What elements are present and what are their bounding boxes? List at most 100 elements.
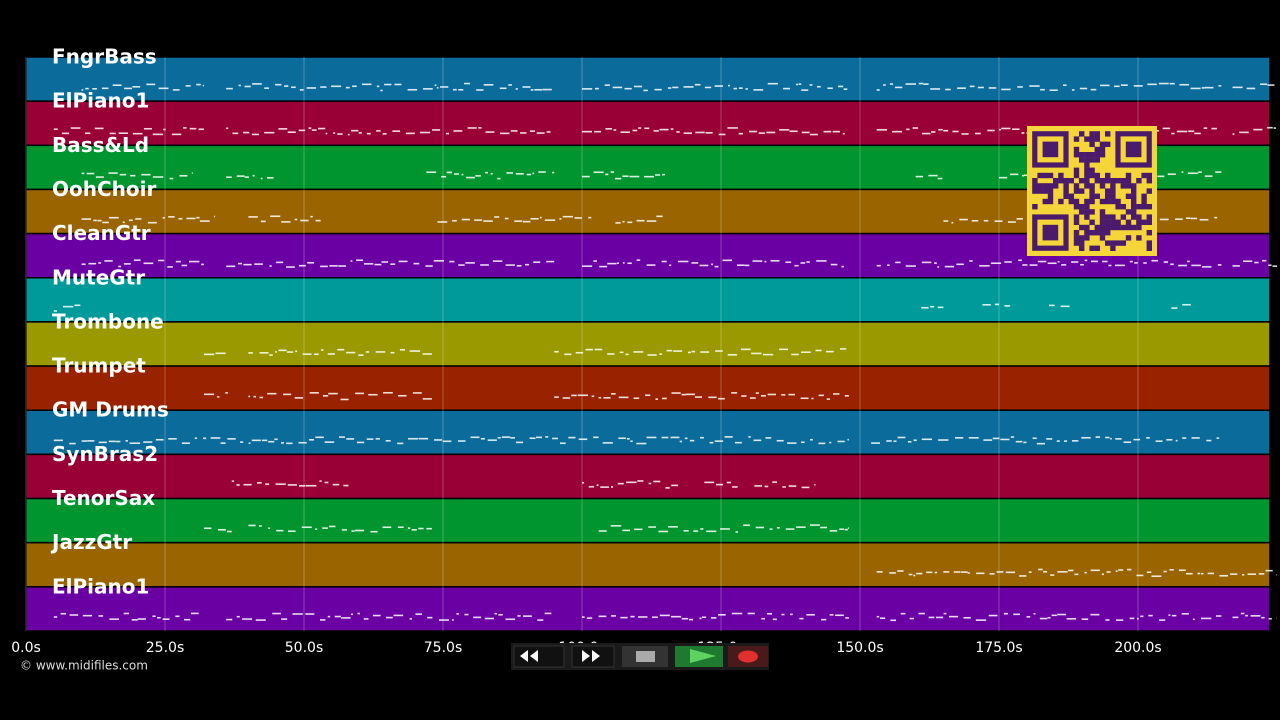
qr-cell (1079, 178, 1085, 184)
forward-button[interactable] (571, 645, 615, 668)
qr-cell (1146, 219, 1152, 225)
qr-cell (1146, 214, 1152, 220)
qr-cell (1125, 224, 1132, 231)
qr-cell (1032, 204, 1038, 210)
qr-cell (1146, 245, 1152, 251)
record-button[interactable] (728, 646, 768, 667)
qr-cell (1094, 224, 1100, 231)
track-row (25, 453, 1271, 500)
qr-cell (1058, 198, 1064, 205)
qr-cell (1094, 193, 1100, 199)
qr-cell (1099, 146, 1106, 153)
qr-cell (1063, 183, 1069, 189)
track-row (25, 277, 1271, 323)
qr-cell (1089, 167, 1095, 173)
rewind-button[interactable] (513, 645, 565, 668)
qr-cell (1146, 240, 1152, 246)
qr-cell (1079, 204, 1085, 210)
qr-cell (1073, 235, 1080, 241)
qr-cell (1110, 214, 1116, 220)
qr-cell (1105, 141, 1111, 147)
qr-cell (1146, 204, 1152, 210)
track-name: ElPiano1 (52, 89, 149, 113)
track-name: GM Drums (52, 398, 169, 422)
qr-cell (1099, 178, 1106, 184)
qr-cell (1115, 240, 1121, 246)
qr-cell (1084, 209, 1090, 215)
play-button[interactable] (675, 646, 723, 667)
qr-cell (1079, 240, 1085, 246)
time-label: 200.0s (1114, 640, 1161, 656)
qr-cell (1131, 204, 1137, 210)
qr-cell (1047, 172, 1054, 179)
stop-button[interactable] (622, 646, 668, 667)
qr-cell (1125, 209, 1132, 215)
qr-cell (1099, 235, 1106, 241)
qr-finder (1042, 224, 1059, 241)
qr-cell (1125, 183, 1132, 189)
qr-cell (1089, 172, 1095, 179)
qr-cell (1094, 230, 1100, 236)
qr-cell (1141, 198, 1147, 205)
qr-cell (1068, 193, 1074, 199)
time-label: 75.0s (424, 640, 462, 656)
qr-cell (1063, 188, 1069, 194)
qr-cell (1105, 224, 1111, 231)
qr-cell (1063, 193, 1069, 199)
qr-cell (1136, 224, 1142, 231)
qr-cell (1073, 204, 1080, 210)
qr-cell (1131, 183, 1137, 189)
qr-cell (1110, 224, 1116, 231)
qr-cell (1136, 178, 1142, 184)
qr-cell (1084, 157, 1090, 163)
qr-cell (1089, 157, 1095, 163)
qr-cell (1058, 172, 1064, 179)
qr-finder (1032, 214, 1069, 251)
track-name: OohChoir (52, 177, 156, 201)
time-label: 0.0s (11, 640, 41, 656)
qr-cell (1105, 219, 1111, 225)
qr-cell (1084, 162, 1090, 168)
qr-cell (1047, 188, 1054, 194)
qr-cell (1146, 188, 1152, 194)
qr-cell (1120, 204, 1126, 210)
qr-cell (1146, 178, 1152, 184)
track-name: Trumpet (52, 354, 146, 378)
qr-cell (1105, 178, 1111, 184)
qr-cell (1094, 131, 1100, 137)
qr-finder (1042, 141, 1059, 158)
qr-cell (1094, 146, 1100, 153)
qr-cell (1099, 230, 1106, 236)
qr-cell (1084, 167, 1090, 173)
qr-cell (1073, 152, 1080, 158)
qr-cell (1120, 214, 1126, 220)
qr-cell (1131, 193, 1137, 199)
qr-cell (1146, 230, 1152, 236)
qr-cell (1110, 193, 1116, 199)
qr-cell (1053, 183, 1059, 189)
qr-cell (1042, 188, 1048, 194)
qr-cell (1131, 188, 1137, 194)
track-name: MuteGtr (52, 265, 145, 289)
qr-cell (1073, 146, 1080, 153)
qr-cell (1105, 193, 1111, 199)
qr-cell (1089, 219, 1095, 225)
qr-cell (1136, 219, 1142, 225)
time-label: 150.0s (836, 640, 883, 656)
transport-controls (511, 643, 769, 670)
qr-cell (1079, 224, 1085, 231)
qr-code (1027, 126, 1157, 256)
qr-cell (1146, 172, 1152, 179)
qr-cell (1125, 219, 1132, 225)
qr-cell (1079, 152, 1085, 158)
qr-cell (1079, 131, 1085, 137)
qr-cell (1042, 198, 1048, 205)
qr-cell (1120, 224, 1126, 231)
qr-cell (1099, 209, 1106, 215)
qr-cell (1099, 214, 1106, 220)
qr-cell (1089, 245, 1095, 251)
qr-cell (1094, 136, 1100, 142)
qr-cell (1094, 178, 1100, 184)
qr-cell (1037, 188, 1043, 194)
qr-cell (1089, 230, 1095, 236)
